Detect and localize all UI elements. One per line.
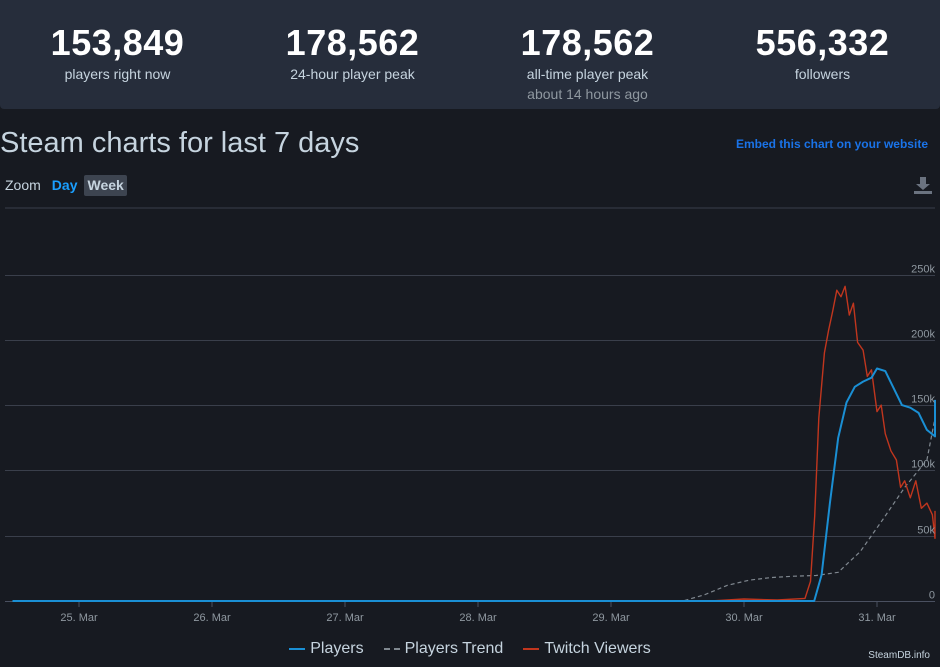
- x-tick-label: 30. Mar: [725, 612, 763, 624]
- x-tick-label: 25. Mar: [60, 612, 98, 624]
- stat-label: 24-hour player peak: [290, 66, 415, 82]
- stat-value: 153,849: [50, 22, 185, 63]
- stat-24h-peak: 178,562 24-hour player peak: [235, 0, 470, 109]
- players-trend-series-line[interactable]: [12, 418, 936, 602]
- stat-label: followers: [794, 66, 851, 82]
- stat-label: all-time player peak: [526, 66, 649, 82]
- chart-title: Steam charts for last 7 days: [0, 127, 360, 159]
- legend-swatch-players-trend: [383, 648, 400, 650]
- chart-legend: Players Players Trend Twitch Viewers: [0, 640, 940, 658]
- x-tick-label: 29. Mar: [592, 612, 630, 624]
- players-series-line[interactable]: [12, 367, 936, 602]
- y-tick-label: 200k: [911, 329, 935, 341]
- zoom-week-button[interactable]: Week: [84, 174, 127, 196]
- zoom-day-button[interactable]: Day: [51, 176, 78, 193]
- stat-sublabel: about 14 hours ago: [527, 86, 648, 102]
- stat-players-now: 153,849 players right now: [0, 0, 235, 109]
- y-tick-label: 50k: [917, 525, 935, 537]
- stat-value: 178,562: [285, 22, 420, 63]
- download-icon[interactable]: [913, 175, 933, 195]
- legend-item-twitch-viewers[interactable]: Twitch Viewers: [523, 640, 651, 658]
- legend-swatch-twitch-viewers: [523, 648, 540, 650]
- legend-label: Players Trend: [404, 640, 504, 657]
- stat-followers: 556,332 followers: [705, 0, 940, 109]
- players-chart: 0 50k 100k 150k 200k 250k 25. Mar 26. Mar 27. Ma…: [5, 207, 936, 624]
- y-tick-label: 250k: [911, 264, 935, 276]
- stats-bar: 153,849 players right now 178,562 24-hou…: [0, 0, 940, 109]
- stat-value: 556,332: [755, 22, 890, 63]
- legend-item-players-trend[interactable]: Players Trend: [383, 640, 504, 658]
- legend-swatch-players: [289, 648, 306, 650]
- zoom-controls: Zoom Day Week: [5, 174, 131, 196]
- x-tick-label: 28. Mar: [459, 612, 497, 624]
- x-tick-label: 31. Mar: [858, 612, 896, 624]
- legend-item-players[interactable]: Players: [289, 640, 364, 658]
- stat-value: 178,562: [520, 22, 655, 63]
- embed-chart-link[interactable]: Embed this chart on your website: [735, 137, 928, 151]
- y-tick-label: 100k: [911, 459, 935, 471]
- y-tick-label: 0: [929, 590, 935, 602]
- twitch-viewers-series-line[interactable]: [12, 285, 936, 602]
- x-tick-label: 26. Mar: [193, 612, 231, 624]
- legend-label: Twitch Viewers: [544, 640, 651, 657]
- zoom-label: Zoom: [5, 177, 41, 193]
- stat-all-time-peak: 178,562 all-time player peak about 14 ho…: [470, 0, 705, 109]
- steamdb-credit: SteamDB.info: [868, 650, 930, 661]
- stat-label: players right now: [64, 66, 171, 82]
- x-tick-label: 27. Mar: [326, 612, 364, 624]
- y-tick-label: 150k: [911, 394, 935, 406]
- legend-label: Players: [310, 640, 364, 657]
